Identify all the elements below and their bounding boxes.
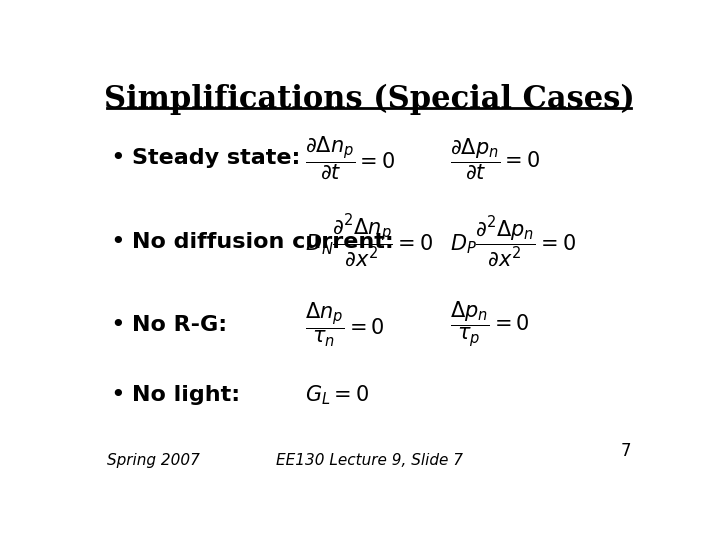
Text: •: • [111, 383, 125, 407]
Text: $\dfrac{\Delta p_n}{\tau_p} = 0$: $\dfrac{\Delta p_n}{\tau_p} = 0$ [450, 300, 529, 349]
Text: EE130 Lecture 9, Slide 7: EE130 Lecture 9, Slide 7 [276, 453, 462, 468]
Text: No light:: No light: [132, 386, 240, 406]
Text: 7: 7 [621, 442, 631, 460]
Text: Steady state:: Steady state: [132, 148, 300, 168]
Text: $\dfrac{\Delta n_p}{\tau_n} = 0$: $\dfrac{\Delta n_p}{\tau_n} = 0$ [305, 300, 384, 349]
Text: Spring 2007: Spring 2007 [107, 453, 199, 468]
Text: Simplifications (Special Cases): Simplifications (Special Cases) [104, 84, 634, 114]
Text: $D_P \dfrac{\partial^2 \Delta p_n}{\partial x^2} = 0$: $D_P \dfrac{\partial^2 \Delta p_n}{\part… [450, 214, 576, 269]
Text: No diffusion current:: No diffusion current: [132, 232, 394, 252]
Text: No R-G:: No R-G: [132, 315, 227, 335]
Text: •: • [111, 313, 125, 336]
Text: $G_L = 0$: $G_L = 0$ [305, 383, 369, 407]
Text: $D_N \dfrac{\partial^2 \Delta n_p}{\partial x^2} = 0$: $D_N \dfrac{\partial^2 \Delta n_p}{\part… [305, 213, 433, 270]
Text: •: • [111, 146, 125, 170]
Text: •: • [111, 230, 125, 253]
Text: $\dfrac{\partial \Delta n_p}{\partial t} = 0$: $\dfrac{\partial \Delta n_p}{\partial t}… [305, 135, 395, 182]
Text: $\dfrac{\partial \Delta p_n}{\partial t} = 0$: $\dfrac{\partial \Delta p_n}{\partial t}… [450, 136, 540, 181]
